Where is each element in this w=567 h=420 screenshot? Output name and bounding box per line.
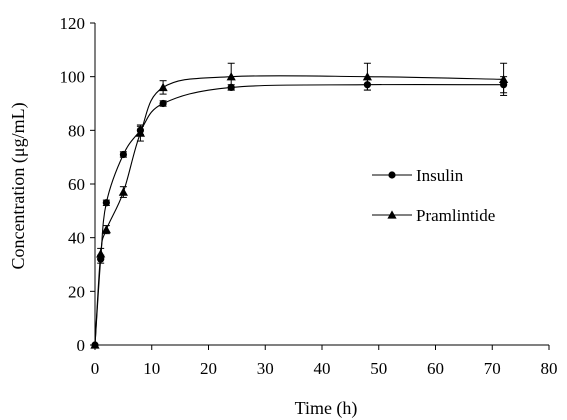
data-point-pramlintide bbox=[118, 187, 128, 196]
data-point-insulin bbox=[102, 199, 110, 207]
legend-marker bbox=[387, 210, 397, 219]
y-tick-label: 100 bbox=[60, 68, 86, 87]
y-tick-label: 80 bbox=[68, 121, 85, 140]
legend-item-pramlintide: Pramlintide bbox=[372, 206, 495, 225]
x-axis: 0 10 20 30 40 50 60 70 80 bbox=[91, 344, 558, 378]
x-tick-label: 20 bbox=[200, 359, 217, 378]
x-tick-label: 80 bbox=[541, 359, 558, 378]
data-point-pramlintide bbox=[90, 340, 100, 349]
data-point-pramlintide bbox=[362, 72, 372, 81]
legend-label: Pramlintide bbox=[416, 206, 495, 225]
legend-label: Insulin bbox=[416, 166, 464, 185]
x-tick-label: 50 bbox=[370, 359, 387, 378]
data-point-pramlintide bbox=[135, 128, 145, 137]
y-tick-label: 120 bbox=[60, 14, 86, 33]
y-tick-label: 60 bbox=[68, 175, 85, 194]
y-axis-title: Concentration (μg/mL) bbox=[8, 102, 29, 269]
data-point-insulin bbox=[159, 99, 167, 108]
y-tick-label: 20 bbox=[68, 282, 85, 301]
data-point-pramlintide bbox=[96, 249, 106, 258]
y-tick-label: 0 bbox=[77, 336, 86, 355]
x-tick-label: 30 bbox=[257, 359, 274, 378]
data-point-pramlintide bbox=[101, 225, 111, 234]
legend-marker bbox=[388, 171, 396, 179]
data-point-insulin bbox=[119, 150, 127, 159]
x-tick-label: 40 bbox=[314, 359, 331, 378]
x-tick-label: 70 bbox=[484, 359, 501, 378]
legend-item-insulin: Insulin bbox=[372, 166, 464, 185]
y-tick-label: 40 bbox=[68, 229, 85, 248]
series-layer bbox=[90, 62, 509, 349]
x-tick-label: 10 bbox=[143, 359, 160, 378]
series-pramlintide bbox=[90, 62, 509, 349]
data-point-pramlintide bbox=[499, 74, 509, 84]
x-tick-label: 60 bbox=[427, 359, 444, 378]
legend: Insulin Pramlintide bbox=[372, 166, 495, 225]
y-axis: 0 20 40 60 80 100 120 bbox=[60, 14, 96, 355]
data-point-pramlintide bbox=[158, 82, 168, 92]
x-axis-title: Time (h) bbox=[295, 398, 358, 419]
data-point-pramlintide bbox=[226, 72, 236, 81]
x-tick-label: 0 bbox=[91, 359, 100, 378]
